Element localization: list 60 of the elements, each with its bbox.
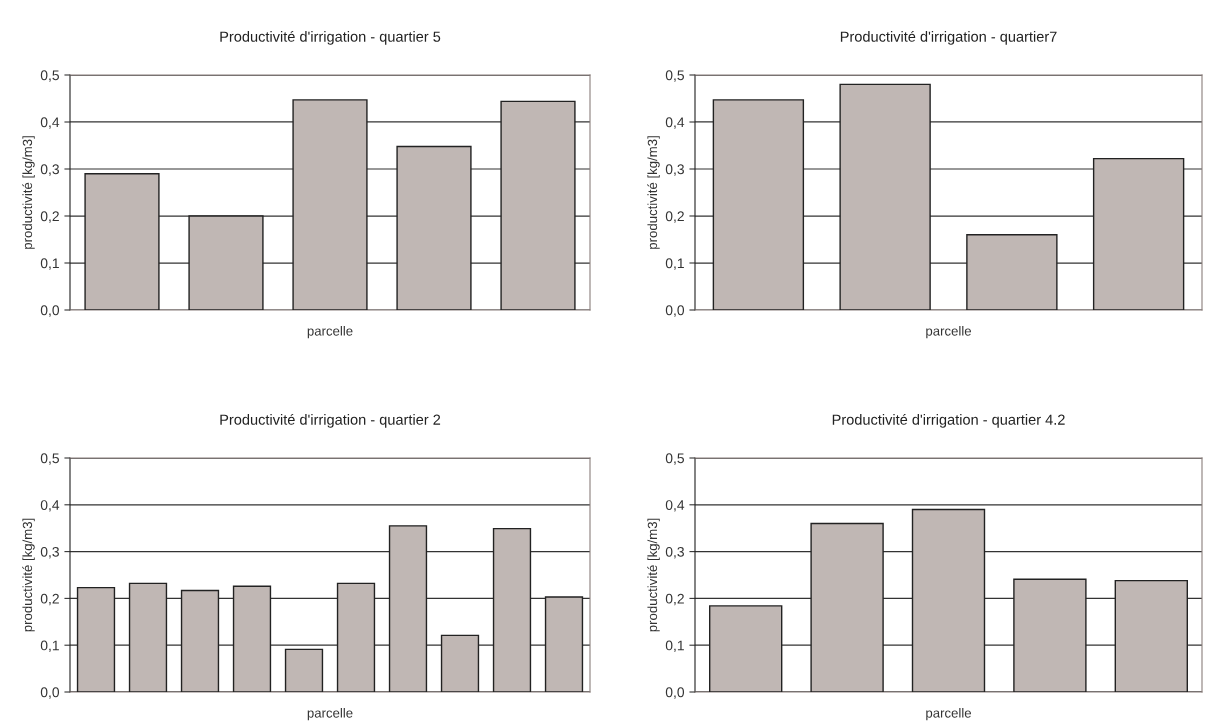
x-axis-title: parcelle (926, 707, 972, 721)
y-tick-label: 0,4 (665, 500, 685, 512)
bar (336, 582, 376, 692)
bar (709, 605, 783, 692)
y-axis-title: productivité [kg/m3] (647, 518, 660, 632)
bar (712, 99, 805, 310)
bar (440, 634, 480, 692)
bar (810, 522, 884, 692)
bar (84, 173, 160, 310)
y-tick-label: 0,3 (40, 164, 59, 176)
x-axis-title: parcelle (307, 707, 353, 721)
y-tick-label: 0,5 (665, 70, 684, 82)
bar (1092, 157, 1185, 310)
y-tick-label: 0,3 (665, 546, 684, 559)
bar (911, 508, 986, 692)
bar (492, 527, 532, 692)
bar (544, 596, 584, 692)
bar (388, 525, 428, 692)
y-tick-label: 0,5 (40, 70, 59, 82)
y-tick-label: 0,1 (40, 258, 59, 270)
y-tick-label: 0,4 (40, 500, 60, 512)
y-tick-label: 0,1 (665, 640, 684, 653)
y-tick-label: 0,3 (40, 546, 59, 559)
y-tick-label: 0,1 (40, 640, 59, 653)
bar (500, 100, 576, 310)
x-axis-title: parcelle (926, 325, 972, 339)
bar (396, 145, 472, 310)
y-tick-label: 0,2 (665, 211, 684, 223)
chart-title: Productivité d'irrigation - quartier 4.2 (832, 413, 1065, 428)
chart-title: Productivité d'irrigation - quartier 5 (220, 30, 441, 45)
y-axis-title: productivité [kg/m3] (647, 136, 660, 249)
y-tick-label: 0,2 (40, 211, 59, 223)
y-tick-label: 0,2 (40, 593, 59, 606)
y-tick-label: 0,0 (665, 687, 685, 699)
bar (292, 99, 368, 310)
y-tick-label: 0,1 (665, 258, 684, 270)
x-axis-title: parcelle (307, 325, 353, 339)
bar (1114, 579, 1188, 692)
y-axis-title: productivité [kg/m3] (22, 518, 35, 632)
bar (1013, 578, 1087, 692)
y-axis-title: productivité [kg/m3] (22, 136, 35, 249)
bar (966, 234, 1058, 310)
bar (188, 215, 264, 310)
y-tick-label: 0,2 (665, 593, 684, 606)
y-tick-label: 0,0 (665, 305, 685, 317)
chart-title: Productivité d'irrigation - quartier7 (840, 30, 1057, 45)
y-tick-label: 0,5 (665, 453, 684, 465)
bar (76, 586, 116, 692)
bar (232, 585, 272, 692)
y-tick-label: 0,0 (40, 305, 60, 317)
y-tick-label: 0,3 (665, 164, 684, 176)
y-tick-label: 0,4 (40, 117, 60, 129)
bar (128, 582, 168, 692)
y-tick-label: 0,4 (665, 117, 685, 129)
chart-title: Productivité d'irrigation - quartier 2 (220, 413, 441, 428)
y-tick-label: 0,0 (40, 687, 60, 699)
bar (839, 83, 931, 310)
y-tick-label: 0,5 (40, 453, 59, 465)
bar (284, 648, 324, 692)
bar (180, 589, 220, 692)
